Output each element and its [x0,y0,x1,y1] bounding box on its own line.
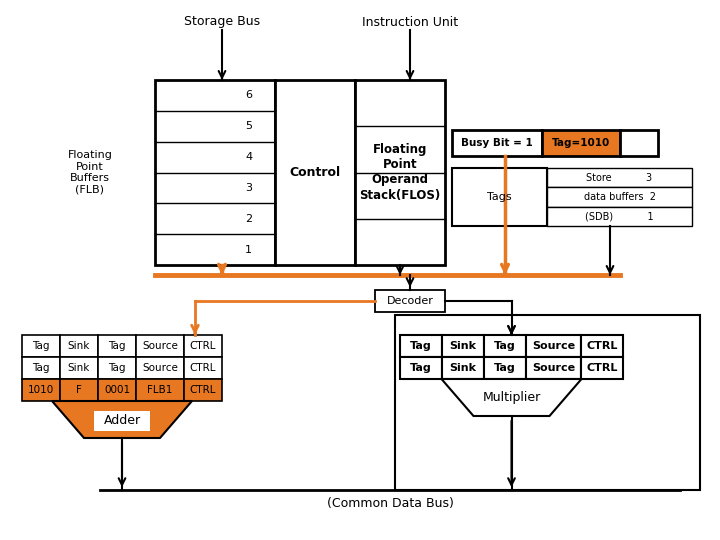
Bar [275,80,355,265]
Bar [184,379,222,401]
Text: 3: 3 [245,183,252,193]
Text: Decoder: Decoder [387,296,433,306]
Bar [98,335,136,357]
Bar [484,335,526,357]
Text: Tag: Tag [494,341,516,351]
Bar [452,168,547,226]
Text: Sink: Sink [68,363,90,373]
Bar [526,357,581,379]
Bar [547,187,692,207]
Text: Tag: Tag [108,341,126,351]
Text: Tags: Tags [487,192,512,202]
Text: (Common Data Bus): (Common Data Bus) [327,497,454,510]
Text: Floating
Point
Buffers
(FLB): Floating Point Buffers (FLB) [68,150,112,195]
Polygon shape [52,401,192,438]
Text: Multiplier: Multiplier [482,390,541,403]
Text: Floating
Point
Operand
Stack(FLOS): Floating Point Operand Stack(FLOS) [359,144,441,201]
Bar [136,335,184,357]
Text: CTRL: CTRL [586,341,618,351]
Text: Instruction Unit: Instruction Unit [362,16,458,29]
Text: Source: Source [532,341,575,351]
Bar [60,335,98,357]
Bar [136,379,184,401]
Text: 6: 6 [245,90,252,100]
Text: Tag: Tag [32,341,50,351]
Text: Control: Control [289,166,341,179]
Bar [136,357,184,379]
Text: Tag: Tag [108,363,126,373]
Text: Sink: Sink [68,341,90,351]
Text: Sink: Sink [449,363,477,373]
Bar [22,335,60,357]
Text: (SDB)           1: (SDB) 1 [585,211,654,221]
Bar [155,80,275,265]
Text: FLB1: FLB1 [148,385,173,395]
Text: CTRL: CTRL [190,385,216,395]
Text: 2: 2 [245,214,252,224]
Bar [400,335,442,357]
Text: data buffers  2: data buffers 2 [583,192,655,202]
Bar [442,335,484,357]
Bar [184,335,222,357]
Text: Source: Source [532,363,575,373]
Bar [375,290,445,312]
Text: 1: 1 [245,245,252,254]
Text: Storage Bus: Storage Bus [184,16,260,29]
Text: 1010: 1010 [28,385,54,395]
Bar [60,357,98,379]
Text: 0001: 0001 [104,385,130,395]
Bar [98,379,136,401]
Text: CTRL: CTRL [586,363,618,373]
Bar [526,335,581,357]
Bar [22,357,60,379]
Text: Sink: Sink [449,341,477,351]
Text: Store           3: Store 3 [586,173,652,183]
Bar [184,357,222,379]
Text: Tag: Tag [410,363,432,373]
Bar [452,130,542,156]
Bar [22,379,60,401]
Bar [542,130,620,156]
Text: Adder: Adder [104,415,140,428]
Bar [581,357,623,379]
Bar [355,80,445,265]
Bar [547,207,692,226]
Text: 4: 4 [245,152,252,162]
Bar [395,315,700,490]
Text: Busy Bit = 1: Busy Bit = 1 [461,138,533,148]
Bar [547,168,692,187]
Text: CTRL: CTRL [190,363,216,373]
Text: Source: Source [142,363,178,373]
Text: Tag: Tag [32,363,50,373]
Text: Source: Source [142,341,178,351]
Bar [581,335,623,357]
Bar [98,357,136,379]
Text: Tag: Tag [410,341,432,351]
Text: Tag=1010: Tag=1010 [552,138,610,148]
Polygon shape [441,379,582,416]
Text: Tag: Tag [494,363,516,373]
Bar [94,411,150,431]
Bar [60,379,98,401]
Text: F: F [76,385,82,395]
Text: 5: 5 [245,122,252,131]
Bar [620,130,658,156]
Bar [484,357,526,379]
Bar [442,357,484,379]
Bar [400,357,442,379]
Text: CTRL: CTRL [190,341,216,351]
